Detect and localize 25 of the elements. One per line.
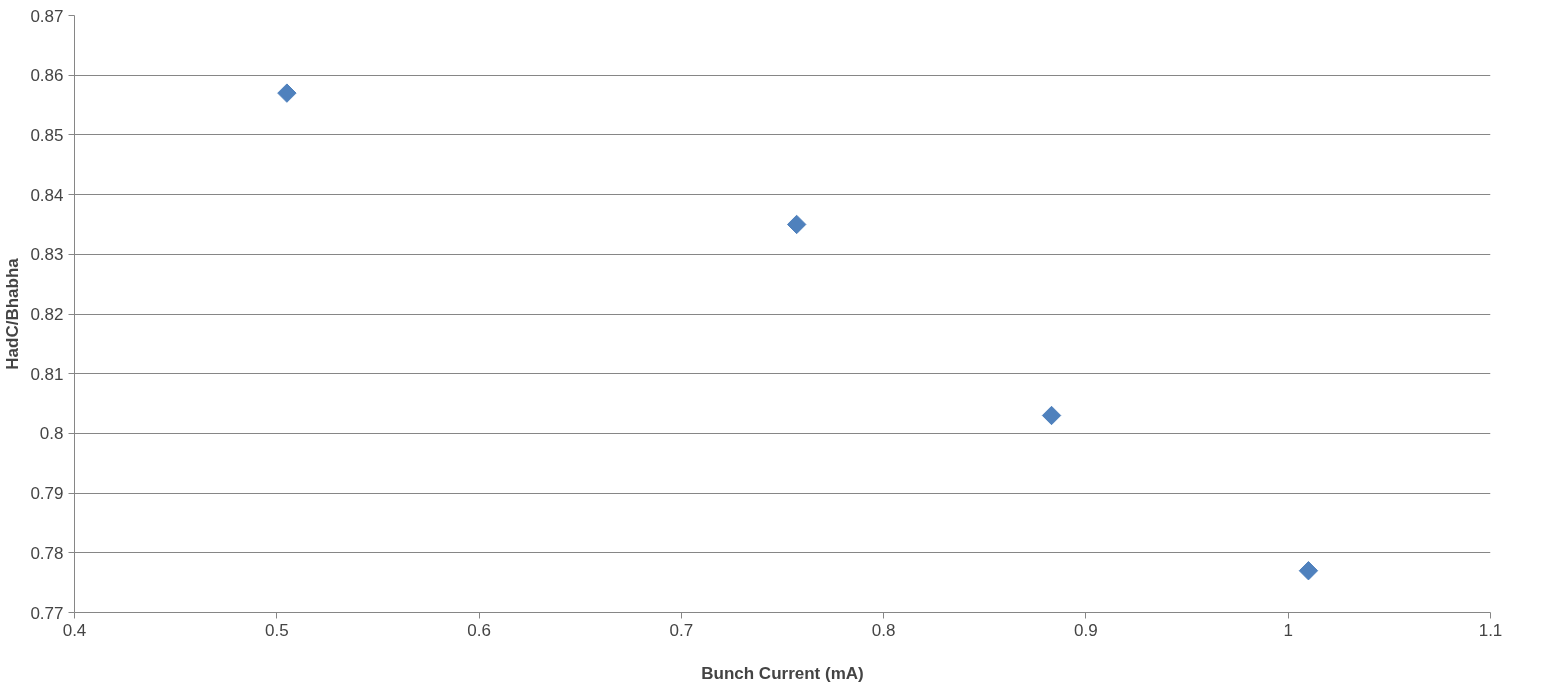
point	[1041, 405, 1062, 426]
x-tick-label: 0.5	[264, 620, 289, 640]
y-tick-label: 0.85	[30, 125, 64, 145]
y-tick-label: 0.86	[30, 66, 64, 86]
point	[277, 83, 297, 103]
y-tick-label: 0.83	[30, 245, 64, 265]
x-tick-label: 1.1	[1478, 620, 1503, 640]
y-tick-label: 0.82	[30, 305, 64, 324]
y-tick-label: 0.81	[30, 364, 64, 384]
y-tick-label: 0.8	[39, 424, 64, 444]
y-tick-label: 0.87	[30, 6, 64, 26]
y-tick-label: 0.84	[30, 185, 64, 205]
y-tick-label: 0.78	[30, 543, 64, 563]
y-tick-label: 0.77	[30, 603, 64, 623]
point	[1298, 561, 1319, 581]
x-tick-label: 0.4	[62, 620, 87, 640]
x-tick-label: 0.6	[467, 620, 491, 640]
x-axis-title: Bunch Current (mA)	[701, 663, 864, 683]
y-axis-title: HadC/Bhabha	[3, 257, 23, 370]
y-tick-label: 0.79	[30, 484, 64, 504]
x-tick-label: 0.9	[1074, 620, 1098, 640]
point	[786, 214, 807, 235]
x-tick-label: 0.7	[669, 620, 694, 640]
x-tick-label: 1	[1283, 620, 1293, 640]
x-tick-label: 0.8	[871, 620, 896, 640]
